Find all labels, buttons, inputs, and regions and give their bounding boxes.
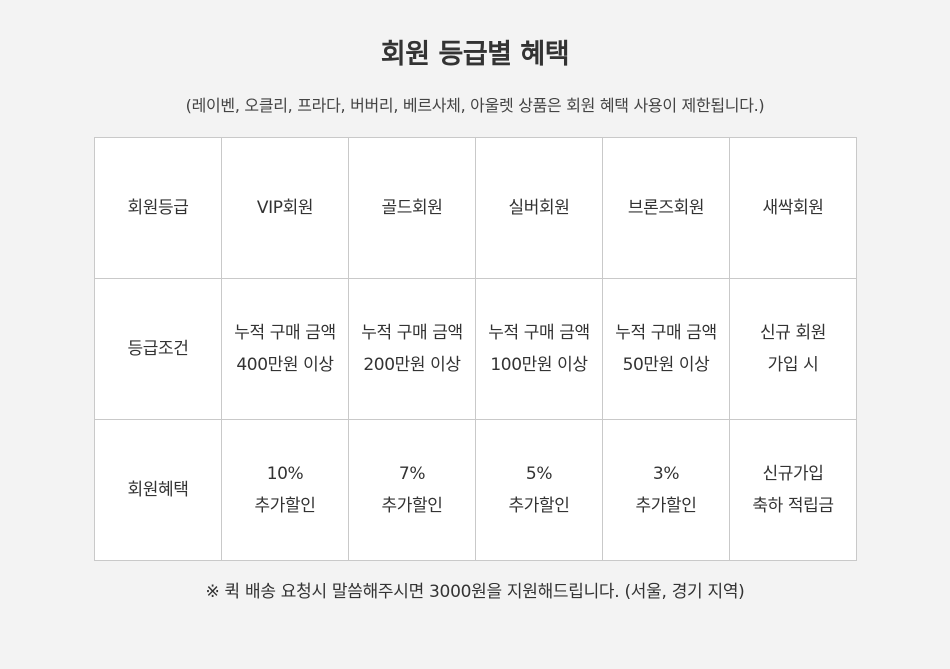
condition-gold-line2: 200만원 이상 <box>363 355 461 375</box>
restriction-notice: (레이벤, 오클리, 프라다, 버버리, 베르사체, 아울렛 상품은 회원 혜택… <box>185 96 765 115</box>
benefit-silver-line1: 5% <box>525 464 553 484</box>
condition-vip: 누적 구매 금액 400만원 이상 <box>221 278 349 420</box>
grade-header-row: 회원등급 VIP회원 골드회원 실버회원 브론즈회원 새싹회원 <box>94 137 857 279</box>
condition-silver-line1: 누적 구매 금액 <box>488 323 590 343</box>
grade-gold: 골드회원 <box>348 137 476 279</box>
grade-vip: VIP회원 <box>221 137 349 279</box>
condition-vip-line2: 400만원 이상 <box>236 355 334 375</box>
benefit-label-cell: 회원혜택 <box>94 419 222 561</box>
condition-silver-line2: 100만원 이상 <box>490 355 588 375</box>
benefit-silver: 5% 추가할인 <box>475 419 603 561</box>
grade-condition-row: 등급조건 누적 구매 금액 400만원 이상 누적 구매 금액 200만원 이상… <box>94 278 857 420</box>
condition-bronze-line2: 50만원 이상 <box>622 355 710 375</box>
benefit-bronze-line1: 3% <box>652 464 680 484</box>
condition-bronze-line1: 누적 구매 금액 <box>615 323 717 343</box>
benefit-sprout: 신규가입 축하 적립금 <box>729 419 857 561</box>
grade-silver: 실버회원 <box>475 137 603 279</box>
benefit-bronze: 3% 추가할인 <box>602 419 730 561</box>
condition-label-cell: 등급조건 <box>94 278 222 420</box>
benefit-vip-line2: 추가할인 <box>254 496 316 516</box>
condition-bronze: 누적 구매 금액 50만원 이상 <box>602 278 730 420</box>
grade-benefit-row: 회원혜택 10% 추가할인 7% 추가할인 5% 추가할인 3% 추가할인 신규… <box>94 419 857 561</box>
grade-bronze: 브론즈회원 <box>602 137 730 279</box>
condition-gold-line1: 누적 구매 금액 <box>361 323 463 343</box>
benefit-gold-line1: 7% <box>398 464 426 484</box>
grade-label-cell: 회원등급 <box>94 137 222 279</box>
condition-gold: 누적 구매 금액 200만원 이상 <box>348 278 476 420</box>
benefit-gold-line2: 추가할인 <box>381 496 443 516</box>
benefit-silver-line2: 추가할인 <box>508 496 570 516</box>
condition-silver: 누적 구매 금액 100만원 이상 <box>475 278 603 420</box>
condition-sprout: 신규 회원 가입 시 <box>729 278 857 420</box>
grade-sprout: 새싹회원 <box>729 137 857 279</box>
quick-delivery-note: ※ 퀵 배송 요청시 말씀해주시면 3000원을 지원해드립니다. (서울, 경… <box>205 582 745 602</box>
condition-sprout-line2: 가입 시 <box>767 355 819 375</box>
condition-vip-line1: 누적 구매 금액 <box>234 323 336 343</box>
benefit-bronze-line2: 추가할인 <box>635 496 697 516</box>
benefit-vip: 10% 추가할인 <box>221 419 349 561</box>
membership-grade-table: 회원등급 VIP회원 골드회원 실버회원 브론즈회원 새싹회원 등급조건 누적 … <box>94 137 857 561</box>
benefit-vip-line1: 10% <box>266 464 304 484</box>
page-title: 회원 등급별 혜택 <box>380 39 570 70</box>
condition-sprout-line1: 신규 회원 <box>760 323 826 343</box>
benefit-gold: 7% 추가할인 <box>348 419 476 561</box>
benefit-sprout-line1: 신규가입 <box>762 464 824 484</box>
benefit-sprout-line2: 축하 적립금 <box>752 496 834 516</box>
